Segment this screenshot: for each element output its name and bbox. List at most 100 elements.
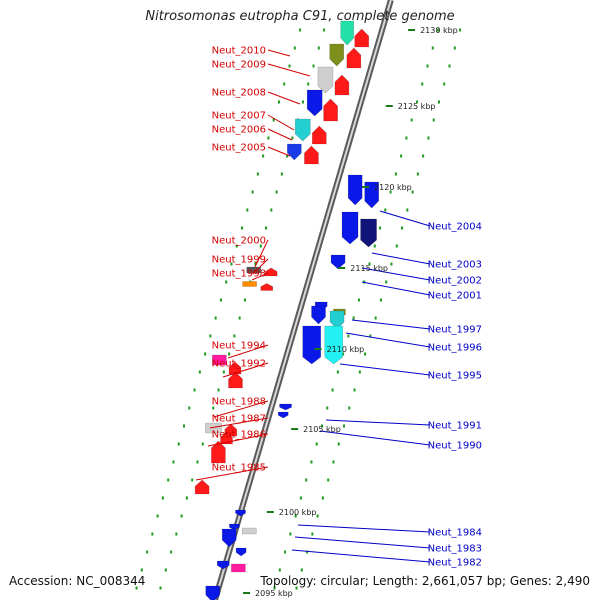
gene-feature[interactable] xyxy=(235,509,246,517)
gene-feature[interactable] xyxy=(323,98,338,122)
gene-label-right[interactable]: Neut_1984 xyxy=(428,528,482,539)
gene-feature[interactable] xyxy=(224,423,238,437)
gc-dot xyxy=(401,226,404,230)
gene-label-right[interactable]: Neut_1996 xyxy=(428,343,482,354)
gene-label-left[interactable]: Neut_1986 xyxy=(212,430,266,441)
gene-feature[interactable] xyxy=(329,310,345,330)
gc-dot xyxy=(453,46,456,50)
accession-text: Accession: NC_008344 xyxy=(9,574,146,588)
gene-feature[interactable] xyxy=(260,283,274,291)
gene-feature[interactable] xyxy=(340,20,354,46)
gene-label-left[interactable]: Neut_2000 xyxy=(212,236,266,247)
gc-dot xyxy=(156,514,159,518)
gene-feature[interactable] xyxy=(330,254,346,270)
gene-feature[interactable] xyxy=(364,181,380,209)
gene-feature[interactable] xyxy=(302,325,322,365)
gene-label-left[interactable]: Neut_1999 xyxy=(212,255,266,266)
gc-dot xyxy=(265,226,268,230)
gene-feature[interactable] xyxy=(311,125,327,145)
gene-label-left[interactable]: Neut_2005 xyxy=(212,143,266,154)
gene-feature[interactable] xyxy=(242,281,257,287)
gene-label-right[interactable]: Neut_2004 xyxy=(428,222,482,233)
gene-label-left[interactable]: Neut_1992 xyxy=(212,359,266,370)
gc-dot xyxy=(416,172,419,176)
gene-label-left[interactable]: Neut_1985 xyxy=(212,463,266,474)
leader-line xyxy=(209,417,269,429)
leader-line xyxy=(213,400,269,418)
gene-label-left[interactable]: Neut_1994 xyxy=(212,341,266,352)
gc-dot xyxy=(421,82,424,86)
gene-feature[interactable] xyxy=(294,118,311,142)
gene-feature[interactable] xyxy=(229,523,240,531)
gene-feature[interactable] xyxy=(228,361,242,375)
gene-feature[interactable] xyxy=(220,431,233,445)
gene-feature[interactable] xyxy=(341,211,359,245)
gene-label-right[interactable]: Neut_1982 xyxy=(428,558,482,569)
gene-label-left[interactable]: Neut_2008 xyxy=(212,88,266,99)
gene-feature[interactable] xyxy=(264,267,278,277)
gene-feature[interactable] xyxy=(324,325,344,365)
gc-dot xyxy=(196,460,199,464)
gc-dot xyxy=(212,406,215,410)
gc-dot xyxy=(291,136,294,140)
gc-dot xyxy=(233,334,236,338)
gene-feature[interactable] xyxy=(212,354,227,366)
gene-feature[interactable] xyxy=(360,218,377,248)
gene-feature[interactable] xyxy=(216,560,230,570)
gene-label-left[interactable]: Neut_1988 xyxy=(212,397,266,408)
gene-feature[interactable] xyxy=(304,145,319,165)
gene-feature[interactable] xyxy=(241,527,257,535)
gc-dot xyxy=(273,586,276,590)
gene-label-left[interactable]: Neut_2007 xyxy=(212,111,266,122)
gc-dot xyxy=(183,424,185,428)
gene-label-right[interactable]: Neut_1995 xyxy=(428,371,482,382)
leader-line xyxy=(339,363,431,376)
gene-feature[interactable] xyxy=(287,143,302,161)
gene-label-right[interactable]: Neut_2003 xyxy=(428,260,482,271)
gene-label-left[interactable]: Neut_2009 xyxy=(212,60,266,71)
gene-feature[interactable] xyxy=(235,547,247,557)
gene-feature[interactable] xyxy=(194,479,210,495)
gc-dot xyxy=(336,370,339,374)
gc-dot xyxy=(373,244,376,248)
gene-feature[interactable] xyxy=(311,305,326,325)
gene-feature[interactable] xyxy=(306,89,323,117)
gene-feature[interactable] xyxy=(346,47,362,69)
gene-feature[interactable] xyxy=(246,266,262,274)
gc-dot xyxy=(278,568,281,572)
gc-dot xyxy=(172,460,175,464)
gene-feature[interactable] xyxy=(231,563,246,573)
gene-feature[interactable] xyxy=(279,403,292,411)
gene-label-right[interactable]: Neut_1997 xyxy=(428,325,482,336)
gc-dot xyxy=(284,550,287,554)
gene-feature[interactable] xyxy=(205,585,221,600)
gene-features xyxy=(194,20,380,600)
leader-line xyxy=(267,49,291,57)
gc-dot xyxy=(406,208,409,212)
gene-label-right[interactable]: Neut_2002 xyxy=(428,276,482,287)
gene-feature[interactable] xyxy=(221,528,237,548)
gene-label-left[interactable]: Neut_1998 xyxy=(212,269,266,280)
gene-label-left[interactable]: Neut_2010 xyxy=(212,46,266,57)
gene-feature[interactable] xyxy=(329,43,345,67)
gene-feature[interactable] xyxy=(317,66,334,94)
gene-feature[interactable] xyxy=(347,174,363,206)
gene-label-right[interactable]: Neut_1983 xyxy=(428,544,482,555)
gc-dot xyxy=(214,316,217,320)
gene-label-left[interactable]: Neut_2006 xyxy=(212,125,266,136)
gene-feature[interactable] xyxy=(228,371,243,389)
gene-feature[interactable] xyxy=(211,440,226,464)
gc-dot xyxy=(305,478,308,482)
gene-label-right[interactable]: Neut_1991 xyxy=(428,421,482,432)
gene-label-right[interactable]: Neut_1990 xyxy=(428,441,482,452)
gc-dot xyxy=(219,298,222,302)
gene-feature[interactable] xyxy=(205,422,222,434)
leader-line xyxy=(379,210,431,227)
gene-feature[interactable] xyxy=(354,28,370,48)
gene-feature[interactable] xyxy=(334,74,350,96)
gene-feature[interactable] xyxy=(277,411,289,419)
gene-label-left[interactable]: Neut_1987 xyxy=(212,414,266,425)
gene-label-right[interactable]: Neut_2001 xyxy=(428,291,482,302)
